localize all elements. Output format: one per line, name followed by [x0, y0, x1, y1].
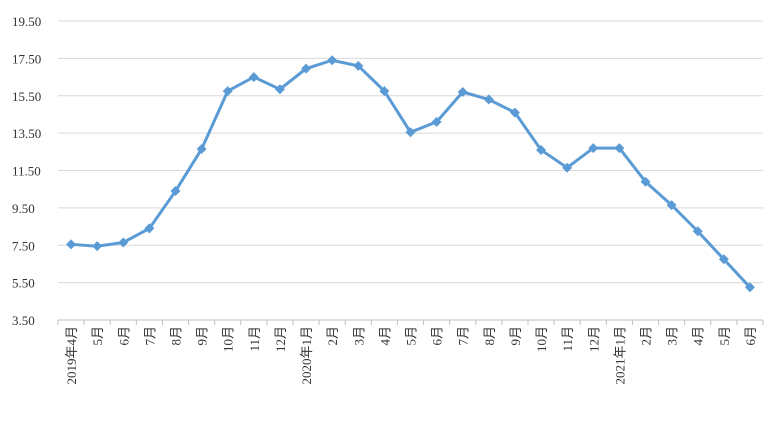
x-tick-label: 6月: [116, 326, 131, 346]
x-tick-label: 9月: [508, 326, 523, 346]
x-tick-label: 5月: [717, 326, 732, 346]
marker: [614, 143, 625, 154]
x-tick-label: 6月: [430, 326, 445, 346]
marker: [666, 200, 677, 211]
x-tick-label: 8月: [169, 326, 184, 346]
marker: [144, 223, 155, 234]
marker: [405, 127, 416, 138]
x-tick-label: 2020年1月: [299, 326, 314, 385]
x-tick-label: 5月: [404, 326, 419, 346]
marker: [222, 86, 233, 97]
x-tick-label: 7月: [142, 326, 157, 346]
y-tick-label: 11.50: [12, 164, 41, 179]
x-tick-label: 8月: [482, 326, 497, 346]
marker: [483, 94, 494, 105]
line: [70, 58, 752, 289]
marker: [353, 60, 364, 71]
marker: [640, 176, 651, 187]
marker: [301, 63, 312, 74]
x-tick-label: 11月: [247, 326, 262, 352]
marker: [118, 237, 129, 248]
marker: [536, 144, 547, 155]
marker: [744, 282, 755, 293]
x-tick-label: 12月: [273, 326, 288, 352]
marker: [718, 254, 729, 265]
marker: [588, 143, 599, 154]
x-tick-label: 3月: [351, 326, 366, 346]
marker: [457, 87, 468, 98]
marker: [92, 241, 103, 252]
x-tick-label: 11月: [560, 326, 575, 352]
x-tick-label: 4月: [691, 326, 706, 346]
y-tick-label: 19.50: [12, 14, 41, 29]
x-tick-label: 9月: [195, 326, 210, 346]
marker: [431, 116, 442, 127]
marker: [196, 144, 207, 155]
x-tick-label: 4月: [377, 326, 392, 346]
y-tick-label: 5.50: [12, 276, 35, 291]
marker: [327, 55, 338, 66]
x-tick-label: 10月: [221, 326, 236, 352]
x-tick-label: 7月: [456, 326, 471, 346]
marker: [692, 226, 703, 237]
y-tick-label: 15.50: [12, 89, 41, 104]
x-tick-label: 6月: [743, 326, 758, 346]
marker: [170, 186, 181, 197]
y-tick-label: 13.50: [12, 126, 41, 141]
x-tick-label: 2月: [639, 326, 654, 346]
y-tick-label: 9.50: [12, 201, 35, 216]
y-tick-label: 7.50: [12, 238, 35, 253]
marker: [379, 86, 390, 97]
x-tick-label: 10月: [534, 326, 549, 352]
x-tick-label: 5月: [90, 326, 105, 346]
x-tick-label: 2月: [325, 326, 340, 346]
x-tick-label: 2019年4月: [64, 326, 79, 385]
x-tick-label: 3月: [665, 326, 680, 346]
x-tick-label: 2021年1月: [612, 326, 627, 385]
x-tick-label: 12月: [586, 326, 601, 352]
marker: [509, 107, 520, 118]
y-tick-label: 3.50: [12, 313, 35, 328]
marker: [562, 162, 573, 173]
marker: [66, 239, 77, 250]
y-tick-label: 17.50: [12, 51, 41, 66]
marker: [274, 84, 285, 95]
marker: [248, 72, 259, 83]
